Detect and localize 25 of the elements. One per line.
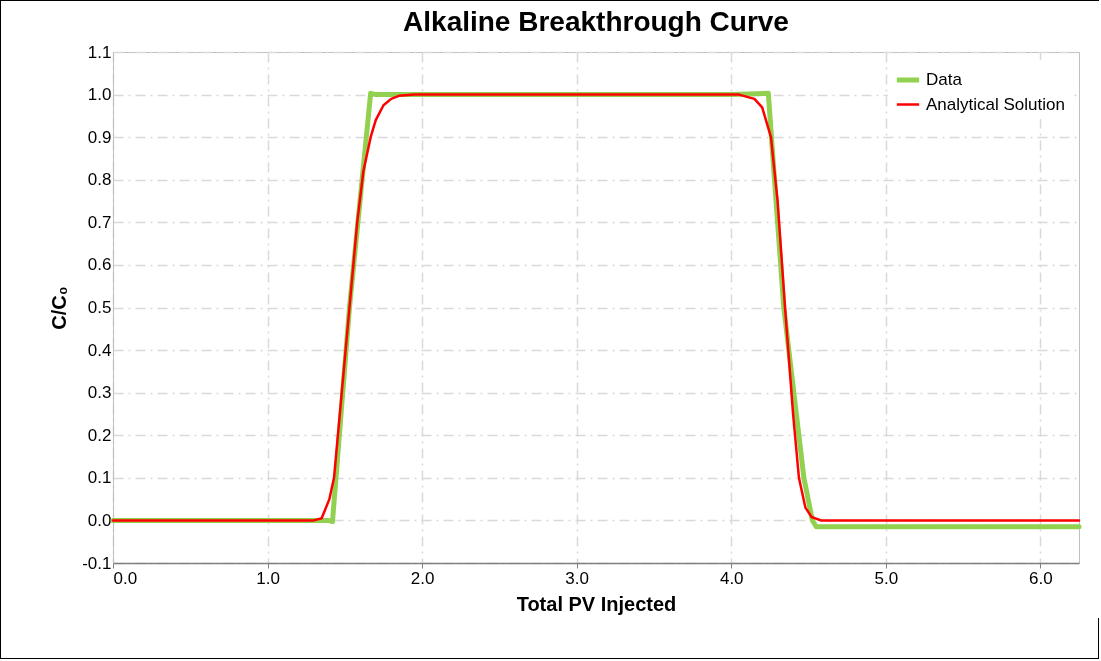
x-tick-label: 5.0 <box>874 568 899 588</box>
chart-title: Alkaline Breakthrough Curve <box>403 6 789 37</box>
y-tick-label: -0.1 <box>82 553 112 573</box>
y-tick-label: 0.0 <box>87 510 112 530</box>
y-tick-label: 0.6 <box>87 255 112 275</box>
y-axis-title: C/C₀ <box>48 286 71 330</box>
legend-label: Data <box>926 70 963 89</box>
x-tick-label: 1.0 <box>256 568 280 588</box>
legend-label: Analytical Solution <box>926 94 1065 114</box>
y-tick-label: 0.7 <box>87 212 112 232</box>
x-tick-label: 4.0 <box>719 568 744 588</box>
y-tick-label: 0.4 <box>87 340 112 360</box>
x-axis-title: Total PV Injected <box>516 592 677 615</box>
y-tick-label: 0.1 <box>87 468 112 488</box>
y-tick-label: 0.2 <box>87 425 112 445</box>
x-tick-label: 6.0 <box>1029 568 1053 588</box>
y-tick-label: 0.9 <box>87 127 112 147</box>
x-tick-label: 0.0 <box>113 568 138 588</box>
y-tick-label: 0.5 <box>87 298 112 317</box>
x-tick-label: 3.0 <box>565 568 589 588</box>
y-tick-label: 1.0 <box>87 85 112 105</box>
y-tick-label: 0.3 <box>87 383 112 403</box>
y-tick-label: 1.1 <box>87 42 112 62</box>
y-tick-label: 0.8 <box>87 170 112 190</box>
x-tick-label: 2.0 <box>410 568 435 588</box>
